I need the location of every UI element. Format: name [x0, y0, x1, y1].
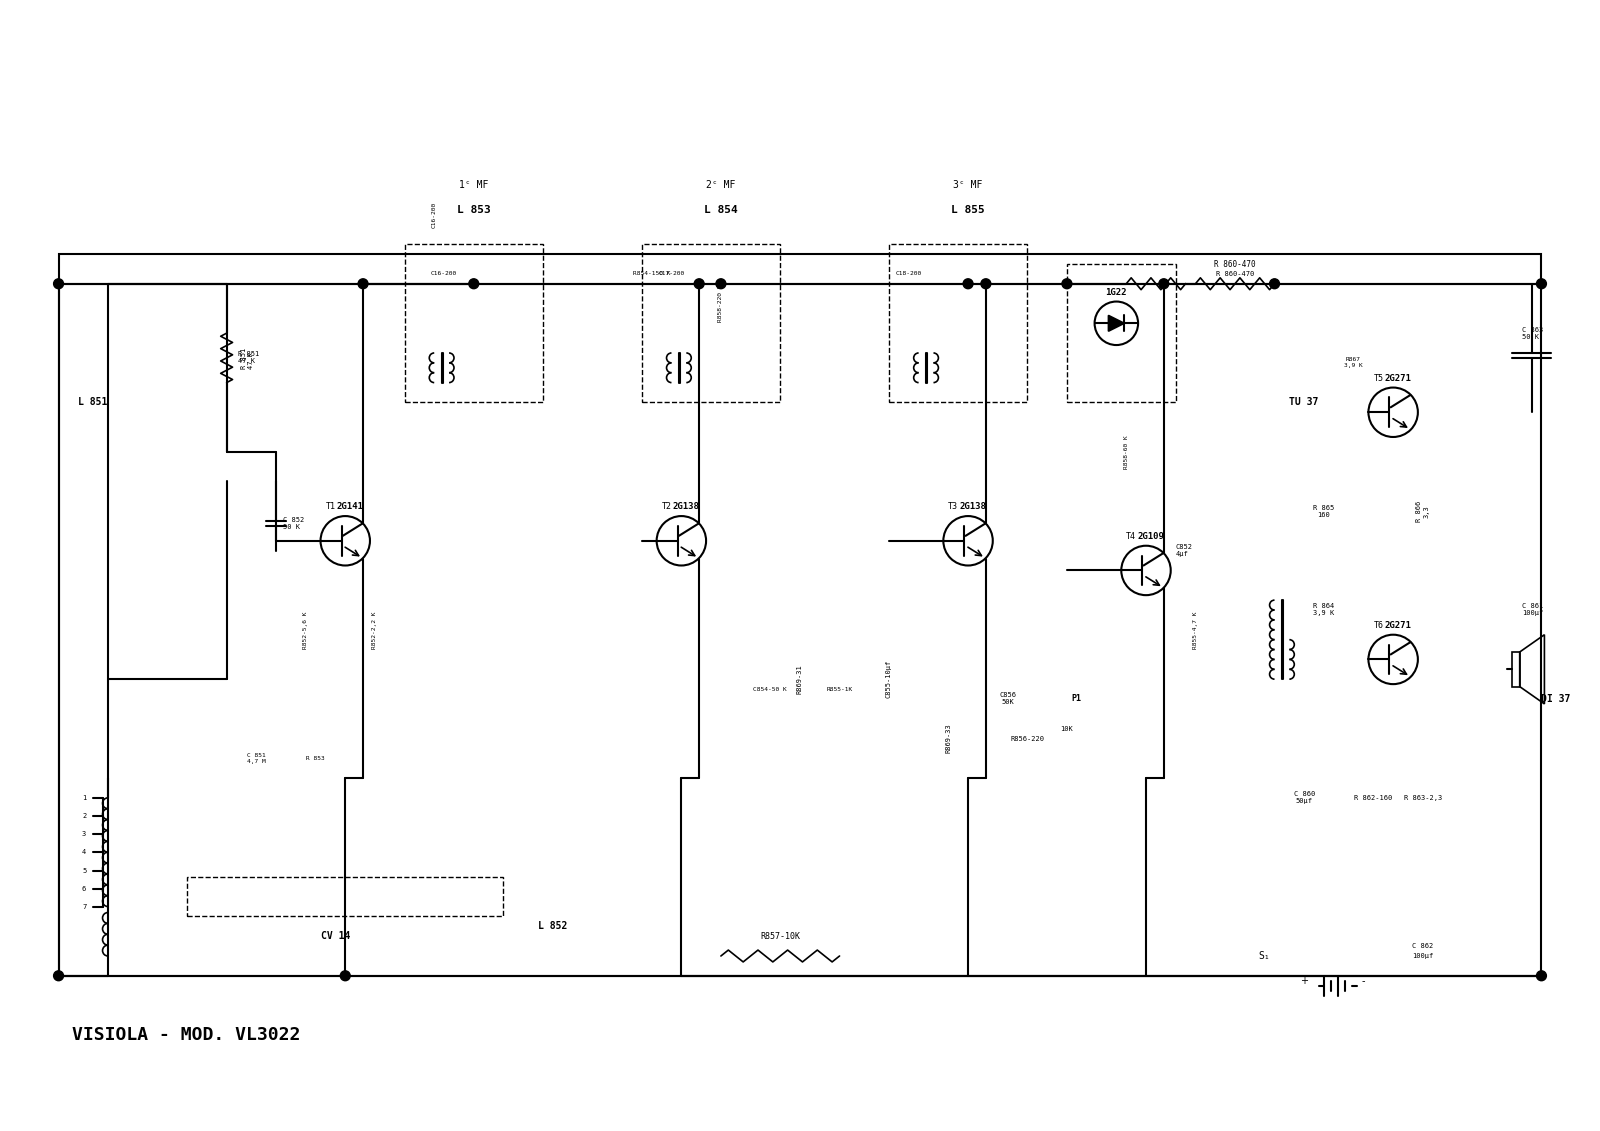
- Text: CV 14: CV 14: [320, 931, 350, 941]
- Text: P1: P1: [1072, 694, 1082, 703]
- Text: R 862-160: R 862-160: [1354, 795, 1392, 801]
- Text: C 861
100μf: C 861 100μf: [1522, 604, 1542, 616]
- Text: C17-200: C17-200: [658, 271, 685, 276]
- Text: C 852
50 K: C 852 50 K: [283, 517, 304, 530]
- Bar: [890, 244, 1027, 403]
- Circle shape: [1158, 279, 1168, 288]
- Text: 1G22: 1G22: [1106, 287, 1126, 296]
- Bar: [405, 244, 542, 403]
- Text: 6: 6: [82, 887, 86, 892]
- Text: 2ᶜ MF: 2ᶜ MF: [706, 180, 736, 190]
- Text: C 860
50μf: C 860 50μf: [1293, 792, 1315, 804]
- Text: T2: T2: [661, 502, 672, 511]
- Text: L 853: L 853: [458, 205, 491, 215]
- Circle shape: [341, 970, 350, 981]
- Text: R 853: R 853: [306, 756, 325, 761]
- Text: R855-1K: R855-1K: [827, 687, 853, 691]
- Text: C855-10μf: C855-10μf: [886, 661, 891, 698]
- Text: TU 37: TU 37: [1290, 397, 1318, 407]
- Text: C16-200: C16-200: [430, 271, 458, 276]
- Text: 2G271: 2G271: [1384, 621, 1411, 630]
- Text: C852
4μf: C852 4μf: [1176, 544, 1192, 558]
- Text: C16-200: C16-200: [432, 201, 437, 227]
- Text: R 851
47 K: R 851 47 K: [242, 347, 254, 369]
- Circle shape: [358, 279, 368, 288]
- Circle shape: [694, 279, 704, 288]
- Text: R858-60 K: R858-60 K: [1123, 435, 1128, 468]
- Bar: [187, 877, 504, 916]
- Text: S₁: S₁: [1259, 951, 1270, 961]
- Polygon shape: [1109, 316, 1125, 331]
- Bar: [59, 254, 1541, 976]
- Circle shape: [54, 970, 64, 981]
- Text: L 851: L 851: [78, 397, 107, 407]
- Text: T3: T3: [949, 502, 958, 511]
- Text: 2G138: 2G138: [674, 502, 699, 511]
- Text: T4: T4: [1126, 532, 1136, 541]
- Text: -: -: [1362, 976, 1365, 986]
- Text: R 865
160: R 865 160: [1314, 504, 1334, 518]
- Text: 2: 2: [82, 813, 86, 819]
- Text: C854-50 K: C854-50 K: [754, 687, 787, 691]
- Text: R852-5,6 K: R852-5,6 K: [304, 611, 309, 648]
- Text: C18-200: C18-200: [896, 271, 922, 276]
- Text: 2G138: 2G138: [960, 502, 987, 511]
- Circle shape: [1536, 279, 1546, 288]
- Text: L 852: L 852: [538, 922, 568, 931]
- Text: R 866
3,3: R 866 3,3: [1416, 501, 1429, 521]
- Text: VISIOLA - MOD. VL3022: VISIOLA - MOD. VL3022: [72, 1026, 301, 1044]
- Text: R852-2,2 K: R852-2,2 K: [373, 611, 378, 648]
- Circle shape: [1062, 279, 1072, 288]
- Text: 1: 1: [82, 795, 86, 801]
- Bar: [1067, 264, 1176, 403]
- Text: R867
3,9 K: R867 3,9 K: [1344, 357, 1363, 369]
- Text: 2G141: 2G141: [336, 502, 363, 511]
- Text: R869-31: R869-31: [797, 664, 803, 694]
- Bar: [642, 244, 781, 403]
- Text: T6: T6: [1373, 621, 1384, 630]
- Text: L 855: L 855: [950, 205, 986, 215]
- Text: 2G271: 2G271: [1384, 373, 1411, 382]
- Text: R 864
3,9 K: R 864 3,9 K: [1314, 604, 1334, 616]
- Text: 7: 7: [82, 904, 86, 909]
- Text: R855-4,7 K: R855-4,7 K: [1194, 611, 1198, 648]
- Text: C856
50K: C856 50K: [998, 692, 1016, 706]
- Bar: [1512, 651, 1520, 687]
- Text: R 860-470: R 860-470: [1214, 260, 1256, 269]
- Text: R 851
47 K: R 851 47 K: [238, 352, 259, 364]
- Circle shape: [1269, 279, 1280, 288]
- Text: 4: 4: [82, 849, 86, 855]
- Text: R 860-470: R 860-470: [1216, 270, 1254, 277]
- Text: R856-220: R856-220: [1010, 735, 1045, 742]
- Text: R854-150 K: R854-150 K: [634, 271, 670, 276]
- Circle shape: [715, 279, 726, 288]
- Circle shape: [1536, 970, 1546, 981]
- Text: 1ᶜ MF: 1ᶜ MF: [459, 180, 488, 190]
- Text: R869-33: R869-33: [946, 724, 952, 753]
- Text: 10K: 10K: [1061, 726, 1074, 732]
- Text: L 854: L 854: [704, 205, 738, 215]
- Text: 2G109: 2G109: [1138, 532, 1165, 541]
- Text: C 862: C 862: [1413, 943, 1434, 949]
- Text: 5: 5: [82, 867, 86, 873]
- Text: T1: T1: [325, 502, 336, 511]
- Circle shape: [981, 279, 990, 288]
- Circle shape: [54, 279, 64, 288]
- Text: R 863-2,3: R 863-2,3: [1403, 795, 1442, 801]
- Text: T5: T5: [1373, 373, 1384, 382]
- Text: +: +: [1301, 976, 1309, 986]
- Text: DI 37: DI 37: [1541, 694, 1571, 703]
- Text: C 863
50 K: C 863 50 K: [1522, 327, 1542, 339]
- Text: 3ᶜ MF: 3ᶜ MF: [954, 180, 982, 190]
- Text: R858-220 K: R858-220 K: [718, 285, 723, 322]
- Circle shape: [963, 279, 973, 288]
- Text: C 851
4,7 M: C 851 4,7 M: [246, 753, 266, 763]
- Text: 100μf: 100μf: [1413, 953, 1434, 959]
- Circle shape: [469, 279, 478, 288]
- Text: 3: 3: [82, 830, 86, 837]
- Text: R857-10K: R857-10K: [760, 932, 800, 941]
